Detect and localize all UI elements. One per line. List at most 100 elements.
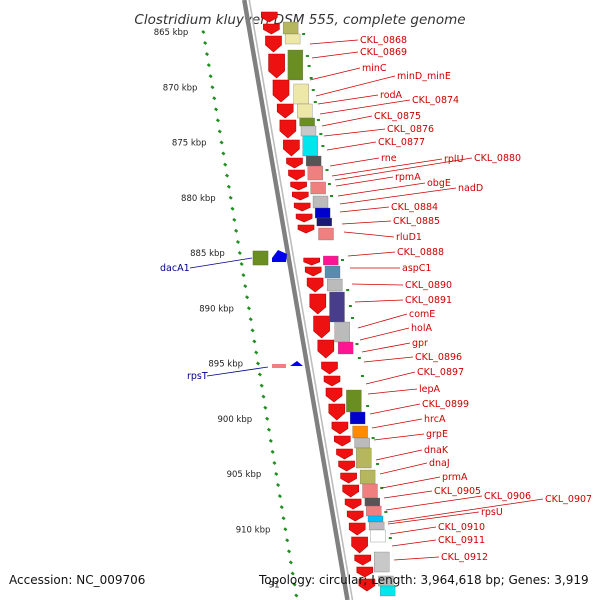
cog-category-block xyxy=(356,447,372,469)
kbp-tick-mark xyxy=(214,107,219,112)
cds-arrow-forward xyxy=(263,23,280,35)
cds-arrow-forward xyxy=(348,522,366,536)
leader-line xyxy=(361,342,411,353)
cds-arrow-forward xyxy=(325,387,343,403)
cds-arrow-forward xyxy=(331,421,349,435)
kbp-tick-track: 865 kbp 870 kbp 875 kbp 880 kbp 885 kbp 890 k… xyxy=(154,28,299,598)
kbp-tick-mark xyxy=(226,184,231,189)
gene-label-hola: holA xyxy=(411,323,432,334)
kbp-tick-mark xyxy=(215,118,220,123)
rpsT-arrow xyxy=(290,361,303,366)
kbp-tick-mark xyxy=(290,571,295,576)
cds-arrow-forward xyxy=(295,213,313,223)
cog-category-block xyxy=(352,425,368,439)
gene-label-roda: rodA xyxy=(380,90,403,101)
cog-category-block xyxy=(284,33,301,45)
leader-line xyxy=(329,157,380,167)
cog-category-block xyxy=(370,529,386,543)
cog-category-block xyxy=(364,497,381,507)
cog-category-block xyxy=(324,265,341,279)
cds-arrow-forward xyxy=(323,375,341,387)
cds-arrow-forward xyxy=(321,361,338,375)
kbp-label: 890 kbp xyxy=(199,304,234,314)
gene-features xyxy=(252,11,396,597)
leader-line xyxy=(367,388,418,395)
leader-line xyxy=(334,157,473,181)
kbp-tick-mark xyxy=(223,162,228,167)
cog-category-block xyxy=(305,155,322,167)
leader-line xyxy=(311,51,359,59)
cog-category-block xyxy=(307,165,323,181)
kbp-tick-mark xyxy=(257,372,262,377)
kbp-tick-mark xyxy=(286,549,292,554)
leader-line xyxy=(315,75,396,97)
cog-category-block xyxy=(374,551,390,573)
cog-category-block xyxy=(297,103,313,119)
cds-arrow-forward xyxy=(317,339,335,359)
cds-arrow-forward xyxy=(268,53,285,79)
cog-category-block xyxy=(314,207,331,219)
leader-line xyxy=(189,257,253,269)
kbp-tick-mark xyxy=(255,361,261,366)
leader-line xyxy=(393,556,440,561)
leader-line xyxy=(337,182,426,197)
leader-line xyxy=(309,67,361,81)
cog-category-block xyxy=(334,321,350,343)
genome-title: Clostridium kluyveri DSM 555, complete g… xyxy=(134,12,465,28)
gene-label-ckl-0880: CKL_0880 xyxy=(474,153,521,164)
gene-label-prma: prmA xyxy=(442,472,468,483)
gene-label-ckl-0912: CKL_0912 xyxy=(441,552,488,563)
kbp-label: 895 kbp xyxy=(208,360,243,370)
leader-line xyxy=(373,433,425,441)
kbp-tick-mark xyxy=(243,284,248,289)
cog-category-block xyxy=(293,83,309,105)
gene-label-mind-mine: minD_minE xyxy=(397,71,451,82)
kbp-tick-mark xyxy=(235,239,241,244)
kbp-tick-mark xyxy=(219,140,224,145)
kbp-tick-mark xyxy=(252,339,257,344)
kbp-tick-mark xyxy=(259,383,264,388)
cog-category-block xyxy=(316,217,332,227)
gene-label-ckl-0906: CKL_0906 xyxy=(484,491,531,502)
kbp-tick-mark xyxy=(276,483,281,488)
cds-arrow-forward xyxy=(356,566,374,578)
leader-line xyxy=(351,283,404,286)
cds-arrow-forward xyxy=(291,191,309,201)
cds-arrow-forward xyxy=(272,79,290,103)
gene-label-daca1: dacA1 xyxy=(160,263,190,274)
gene-label-ckl-0868: CKL_0868 xyxy=(360,35,407,46)
gene-label-lepa: lepA xyxy=(419,384,441,395)
kbp-label: 875 kbp xyxy=(172,139,207,149)
kbp-label: 870 kbp xyxy=(163,83,198,93)
cds-arrow-forward xyxy=(290,181,307,191)
kbp-tick-mark xyxy=(206,63,211,68)
gene-label-ckl-0874: CKL_0874 xyxy=(412,95,459,106)
gene-label-ckl-0885: CKL_0885 xyxy=(393,216,440,227)
gene-label-gpr: gpr xyxy=(412,338,428,349)
gene-label-nadd: nadD xyxy=(458,183,483,194)
leader-line xyxy=(321,115,373,127)
kbp-tick-mark xyxy=(277,494,282,499)
kbp-tick-mark xyxy=(285,538,290,543)
cds-arrow-forward xyxy=(333,435,351,447)
leader-line xyxy=(369,403,421,415)
kbp-label: 900 kbp xyxy=(218,415,253,425)
gene-label-ckl-0875: CKL_0875 xyxy=(374,111,421,122)
cog-category-block xyxy=(310,181,326,195)
cds-arrow-forward xyxy=(351,536,368,554)
cds-arrow-forward xyxy=(306,277,324,293)
kbp-tick-mark xyxy=(234,228,239,233)
cds-arrow-forward xyxy=(328,403,346,421)
gene-label-ckl-0891: CKL_0891 xyxy=(405,295,452,306)
kbp-tick-mark xyxy=(217,129,222,134)
leader-line xyxy=(343,231,395,238)
leader-line xyxy=(326,141,377,151)
leader-line xyxy=(389,526,437,535)
leader-line xyxy=(357,313,408,329)
kbp-tick-mark xyxy=(279,505,284,510)
gene-label-hrca: hrcA xyxy=(424,414,446,425)
kbp-tick-mark xyxy=(230,206,235,211)
cog-category-block xyxy=(362,483,378,499)
gene-label-ckl-0888: CKL_0888 xyxy=(397,247,444,258)
gene-label-rpma: rpmA xyxy=(395,172,421,183)
